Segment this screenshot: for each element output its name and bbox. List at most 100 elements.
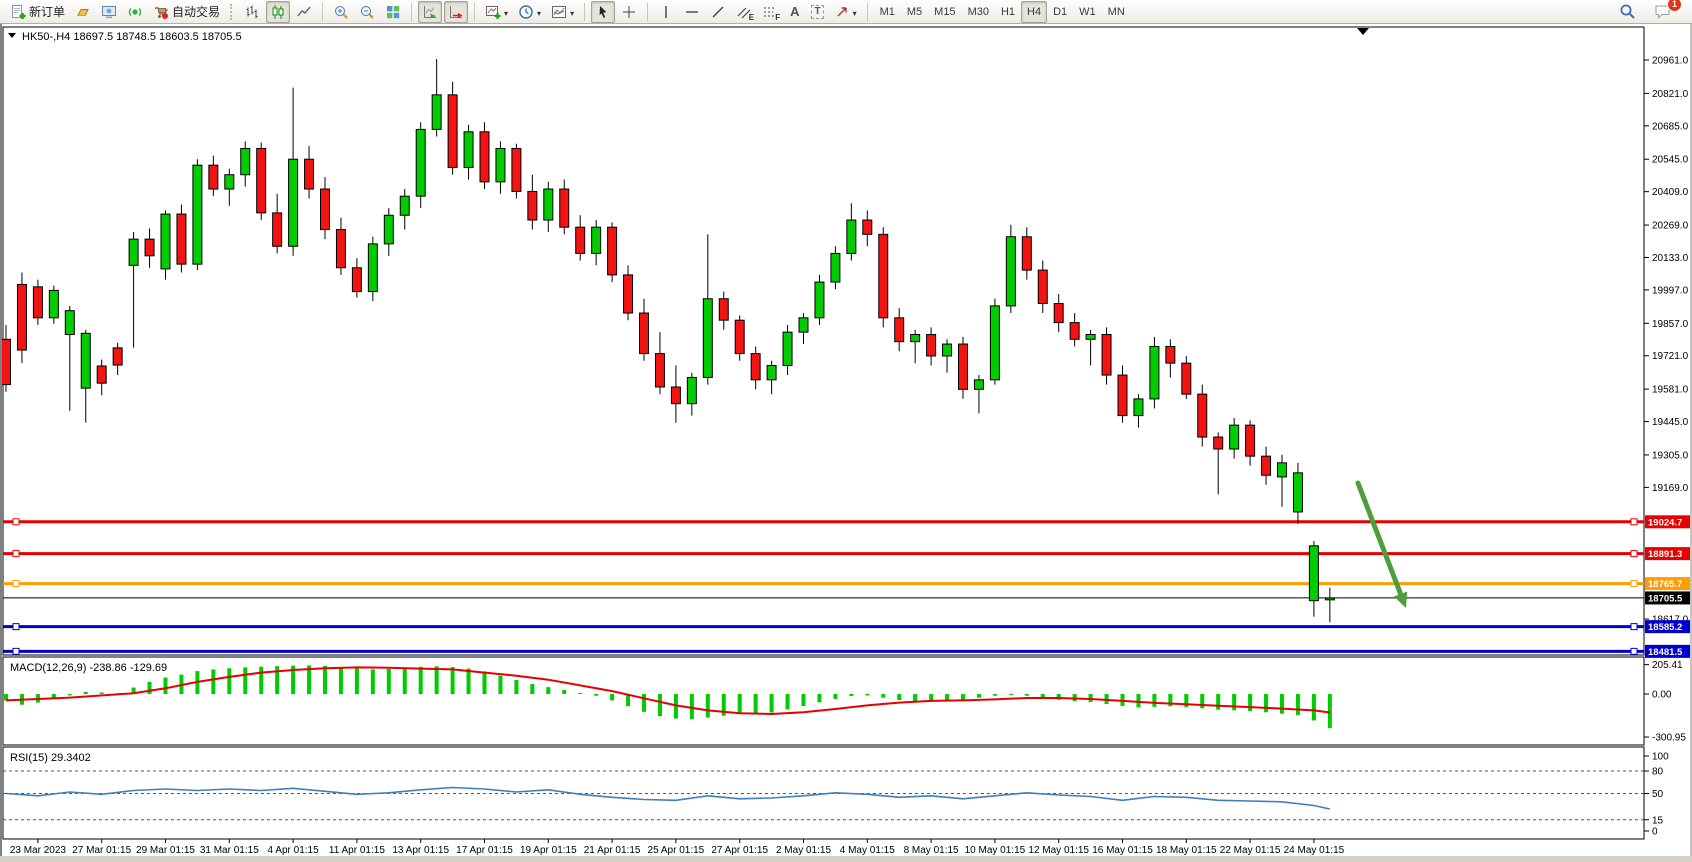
tab-timeframe-m5[interactable]: M5 (906, 5, 923, 18)
auto-scroll-button[interactable] (418, 0, 443, 23)
signals-button[interactable] (123, 1, 147, 23)
macd-histogram-bar (1168, 694, 1173, 707)
new-order-button[interactable]: 新订单 (6, 1, 69, 23)
horizontal-line-tool-button[interactable] (680, 1, 704, 23)
candle-body (1053, 303, 1064, 324)
candle-body (734, 319, 745, 355)
macd-histogram-bar (801, 694, 806, 707)
tab-timeframe-mn[interactable]: MN (1107, 5, 1125, 18)
candle-body (511, 147, 522, 192)
tile-windows-button[interactable] (381, 1, 405, 23)
arrows-tool-button[interactable] (830, 1, 861, 23)
rsi-pane[interactable] (2, 746, 1645, 840)
chevron-down-icon[interactable] (504, 5, 508, 19)
macd-histogram-bar (1327, 694, 1332, 729)
periods-button[interactable] (514, 1, 545, 23)
candle-body (702, 298, 713, 378)
fibonacci-tool-button[interactable]: F (758, 1, 782, 23)
tab-timeframe-m30[interactable]: M30 (967, 5, 989, 18)
candle-body (814, 281, 825, 319)
chevron-down-icon[interactable] (570, 5, 574, 19)
macd-histogram-bar (211, 669, 216, 694)
line-handle[interactable] (12, 550, 20, 558)
candlestick-chart-button[interactable] (266, 0, 291, 23)
chevron-down-icon[interactable] (853, 5, 857, 19)
down-marker-icon[interactable] (1357, 28, 1369, 35)
chat-button[interactable]: 1 (1650, 0, 1682, 23)
vertical-line-tool-button[interactable] (654, 1, 678, 23)
line-handle[interactable] (1630, 550, 1638, 558)
templates-button[interactable] (547, 1, 578, 23)
crosshair-tool-button[interactable] (617, 1, 641, 23)
new-chart-button[interactable] (481, 1, 512, 23)
line-handle[interactable] (12, 647, 20, 655)
gold-button[interactable] (71, 1, 95, 23)
autotrading-button[interactable]: 自动交易 (149, 1, 224, 23)
rsi-line (5, 786, 1330, 810)
price-level-badge (1645, 547, 1692, 561)
line-chart-button[interactable] (292, 1, 316, 23)
macd-histogram-bar (1200, 694, 1205, 709)
line-handle[interactable] (12, 518, 20, 526)
price-level-badge-text: 19024.7 (1648, 517, 1682, 528)
line-handle[interactable] (12, 623, 20, 631)
tab-timeframe-h1[interactable]: H1 (1000, 5, 1016, 18)
chart-expander-icon[interactable] (8, 33, 16, 38)
candle-body (750, 353, 761, 381)
tab-timeframe-m15[interactable]: M15 (934, 5, 956, 18)
equidistant-channel-tool-button[interactable]: E (732, 1, 756, 23)
arrows-icon (837, 6, 847, 16)
bar-chart-button[interactable] (240, 1, 264, 23)
trendline-tool-button[interactable] (706, 1, 730, 23)
tab-timeframe-w1[interactable]: W1 (1079, 5, 1096, 18)
macd-histogram-bar (1264, 694, 1269, 713)
line-handle[interactable] (1630, 647, 1638, 655)
macd-histogram-bar (530, 683, 535, 694)
macd-histogram-bar (992, 694, 997, 696)
line-handle[interactable] (1630, 580, 1638, 588)
candle-body (766, 365, 777, 381)
candle-body (1005, 236, 1016, 307)
time-label: 18 May 01:15 (1156, 845, 1217, 856)
tab-timeframe-h4[interactable]: H4 (1021, 0, 1048, 23)
candle-body (479, 131, 490, 183)
macd-histogram-bar (514, 679, 519, 694)
candle-body (288, 158, 299, 247)
tab-timeframe-m1[interactable]: M1 (879, 5, 895, 18)
zoom-out-button[interactable] (355, 1, 379, 23)
chart-shift-button[interactable] (444, 0, 469, 23)
tab-timeframe-d1[interactable]: D1 (1053, 5, 1068, 18)
candle-body (80, 332, 91, 389)
macd-histogram-bar (163, 677, 168, 694)
zoom-in-button[interactable] (329, 1, 353, 23)
macd-histogram-bar (131, 687, 136, 694)
text-tool-button[interactable]: A (784, 1, 805, 23)
time-label: 8 May 01:15 (904, 845, 959, 856)
macd-histogram-bar (897, 694, 902, 701)
chat-notification-badge: 1 (1667, 0, 1682, 12)
candle-body (447, 94, 458, 169)
rsi-tick-label: 80 (1652, 767, 1664, 778)
line-handle[interactable] (1630, 623, 1638, 631)
trend-arrow[interactable] (1355, 480, 1404, 597)
macd-histogram-bar (259, 666, 264, 694)
line-handle[interactable] (1630, 518, 1638, 526)
line-handle[interactable] (12, 580, 20, 588)
chevron-down-icon[interactable] (537, 5, 541, 19)
time-label: 4 May 01:15 (840, 845, 895, 856)
macd-histogram-bar (913, 694, 918, 702)
candle-body (112, 347, 123, 366)
time-label: 22 May 01:15 (1220, 845, 1281, 856)
text-label-tool-button[interactable]: T (807, 1, 827, 23)
search-button[interactable] (1615, 1, 1640, 23)
candle-body (798, 317, 809, 333)
price-level-badge-text: 18585.2 (1648, 622, 1682, 633)
time-label: 31 Mar 01:15 (200, 845, 259, 856)
vps-button[interactable] (97, 1, 121, 23)
macd-pane[interactable] (2, 656, 1645, 746)
cursor-tool-button[interactable] (591, 0, 616, 23)
macd-signal-line (5, 666, 1330, 716)
main-pane[interactable] (2, 26, 1645, 656)
macd-histogram-bar (1008, 694, 1013, 695)
